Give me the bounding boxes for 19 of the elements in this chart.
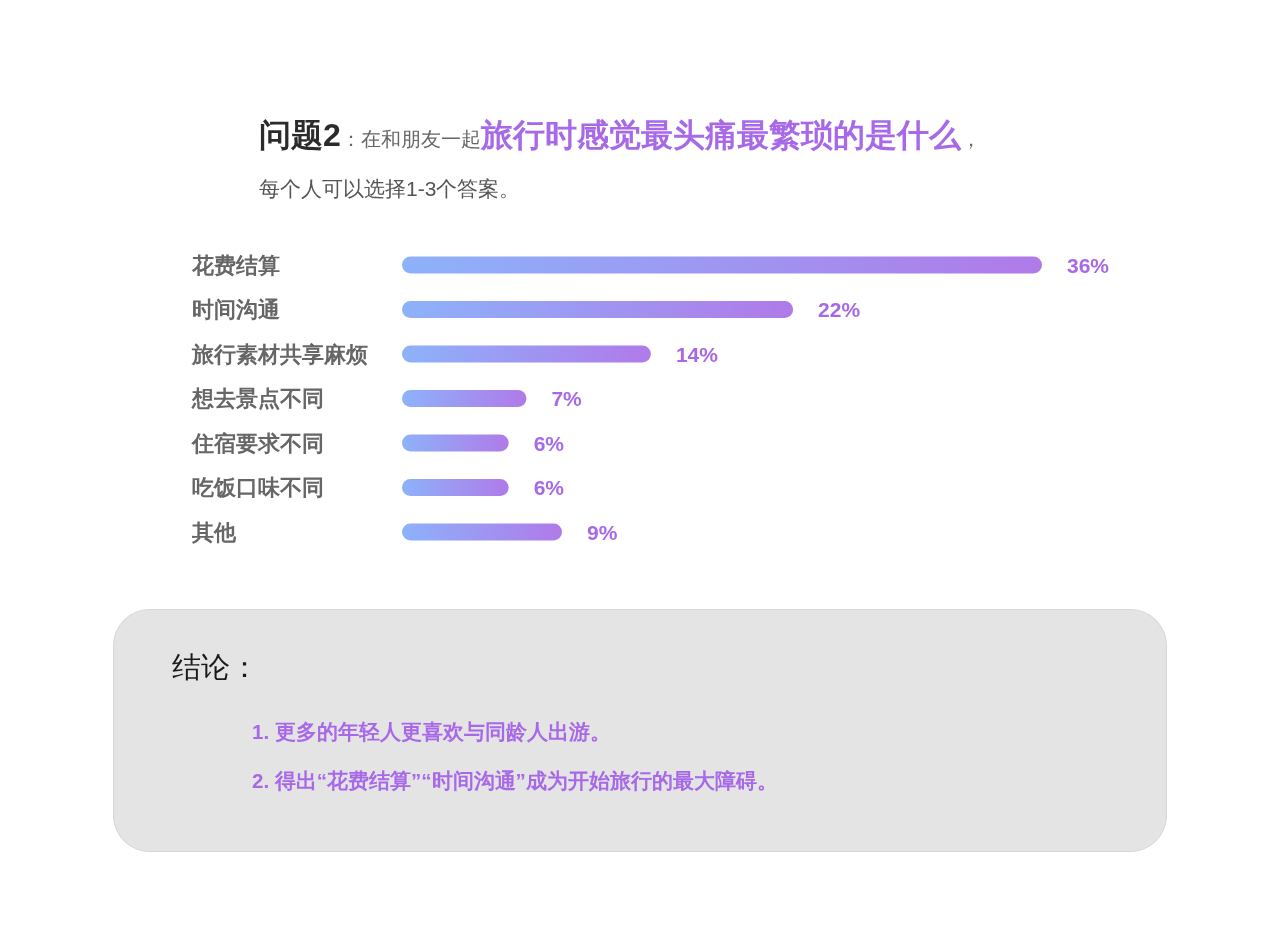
category-label: 时间沟通 [192,297,280,322]
value-label: 36% [1067,253,1110,277]
value-label: 6% [533,431,565,455]
subtitle: 每个人可以选择1-3个答案。 [259,177,521,200]
annotation: 结论： [172,651,259,683]
value-label: 7% [551,387,582,410]
value-label: 9% [587,520,618,544]
annotation: 1. 更多的年轻人更喜欢与同龄人出游。 [252,719,611,743]
category-label: 其他 [192,519,236,545]
category-label: 旅行素材共享麻烦 [192,341,368,367]
category-label: 想去景点不同 [192,386,324,411]
category-label: 吃饭口味不同 [192,475,324,500]
value-label: 22% [818,298,861,321]
value-label: 14% [675,342,718,366]
category-label: 住宿要求不同 [192,430,324,456]
annotation: 2. 得出“花费结算”“时间沟通”成为开始旅行的最大障碍。 [252,768,778,792]
title: 问题2：在和朋友一起旅行时感觉最头痛最繁琐的是什么， [259,117,981,153]
category-label: 花费结算 [192,252,280,278]
value-label: 6% [533,476,565,499]
